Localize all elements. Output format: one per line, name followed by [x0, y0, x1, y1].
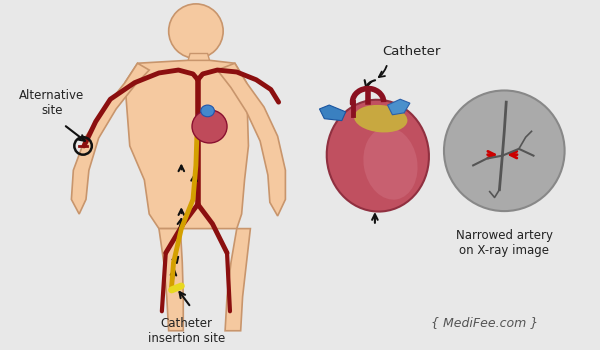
Text: Narrowed artery
on X-ray image: Narrowed artery on X-ray image — [456, 229, 553, 257]
Circle shape — [444, 90, 565, 211]
Ellipse shape — [354, 105, 407, 132]
Ellipse shape — [201, 105, 214, 117]
Polygon shape — [125, 60, 248, 229]
Circle shape — [169, 4, 223, 58]
Ellipse shape — [192, 110, 227, 143]
Polygon shape — [388, 99, 410, 115]
Text: Alternative
site: Alternative site — [19, 89, 85, 117]
Polygon shape — [225, 229, 250, 331]
Polygon shape — [319, 105, 346, 121]
Text: Catheter
insertion site: Catheter insertion site — [148, 317, 225, 345]
Text: Catheter: Catheter — [383, 46, 441, 58]
Polygon shape — [71, 63, 149, 214]
Ellipse shape — [364, 127, 418, 200]
Polygon shape — [188, 54, 209, 60]
Polygon shape — [217, 63, 286, 216]
Polygon shape — [159, 229, 183, 331]
Text: { MediFee.com }: { MediFee.com } — [431, 316, 538, 329]
Ellipse shape — [327, 100, 429, 211]
